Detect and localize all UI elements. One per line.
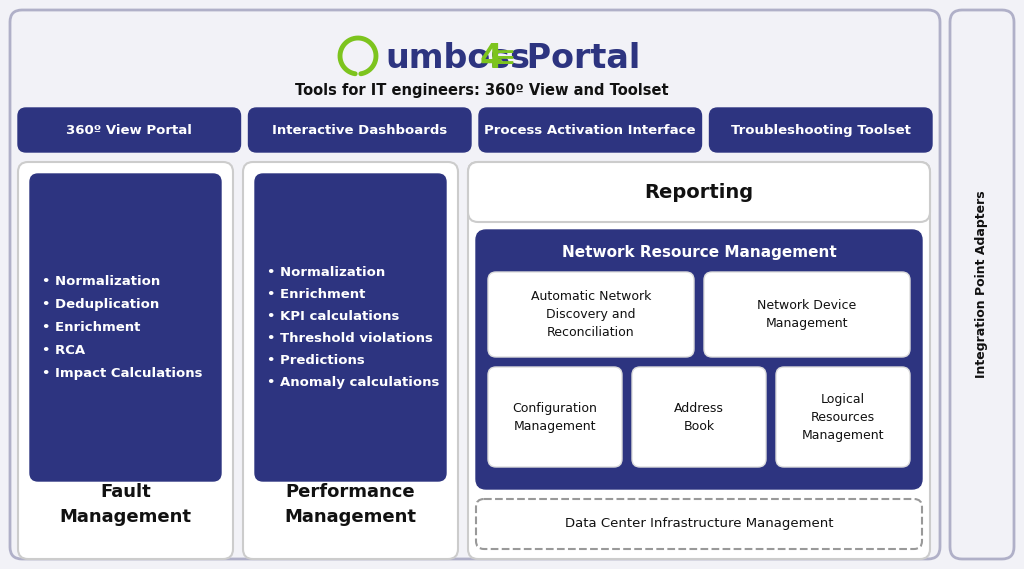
- Text: Integration Point Adapters: Integration Point Adapters: [976, 191, 988, 378]
- FancyBboxPatch shape: [10, 10, 940, 559]
- Text: Data Center Infrastructure Management: Data Center Infrastructure Management: [565, 517, 834, 530]
- FancyBboxPatch shape: [18, 108, 241, 152]
- Text: Logical
Resources
Management: Logical Resources Management: [802, 393, 885, 442]
- FancyBboxPatch shape: [476, 499, 922, 549]
- Text: Interactive Dashboards: Interactive Dashboards: [272, 123, 447, 137]
- FancyBboxPatch shape: [468, 162, 930, 222]
- Text: Network Device
Management: Network Device Management: [758, 299, 857, 330]
- Text: Network Resource Management: Network Resource Management: [561, 245, 837, 259]
- Text: Tools for IT engineers: 360º View and Toolset: Tools for IT engineers: 360º View and To…: [295, 83, 669, 97]
- FancyBboxPatch shape: [18, 162, 233, 559]
- Text: Fault
Management: Fault Management: [59, 483, 191, 526]
- FancyBboxPatch shape: [632, 367, 766, 467]
- Text: Performance
Management: Performance Management: [285, 483, 417, 526]
- Text: umboss: umboss: [385, 42, 530, 75]
- Text: Address
Book: Address Book: [674, 402, 724, 432]
- Text: Portal: Portal: [515, 42, 640, 75]
- FancyBboxPatch shape: [488, 367, 622, 467]
- FancyBboxPatch shape: [705, 272, 910, 357]
- Text: Configuration
Management: Configuration Management: [513, 402, 597, 432]
- FancyBboxPatch shape: [776, 367, 910, 467]
- Text: ≡: ≡: [494, 46, 515, 70]
- Text: • Normalization
• Enrichment
• KPI calculations
• Threshold violations
• Predict: • Normalization • Enrichment • KPI calcu…: [267, 266, 439, 389]
- FancyBboxPatch shape: [950, 10, 1014, 559]
- FancyBboxPatch shape: [243, 162, 458, 559]
- FancyBboxPatch shape: [468, 162, 930, 559]
- Text: 4: 4: [480, 42, 503, 75]
- FancyBboxPatch shape: [710, 108, 932, 152]
- FancyBboxPatch shape: [476, 230, 922, 489]
- FancyBboxPatch shape: [479, 108, 701, 152]
- FancyBboxPatch shape: [249, 108, 471, 152]
- Text: Process Activation Interface: Process Activation Interface: [484, 123, 696, 137]
- Text: Automatic Network
Discovery and
Reconciliation: Automatic Network Discovery and Reconcil…: [530, 290, 651, 339]
- Text: Reporting: Reporting: [644, 183, 754, 201]
- Text: • Normalization
• Deduplication
• Enrichment
• RCA
• Impact Calculations: • Normalization • Deduplication • Enrich…: [42, 275, 203, 380]
- FancyBboxPatch shape: [255, 174, 446, 481]
- Text: 360º View Portal: 360º View Portal: [67, 123, 193, 137]
- Text: Troubleshooting Toolset: Troubleshooting Toolset: [731, 123, 910, 137]
- FancyBboxPatch shape: [30, 174, 221, 481]
- FancyBboxPatch shape: [488, 272, 694, 357]
